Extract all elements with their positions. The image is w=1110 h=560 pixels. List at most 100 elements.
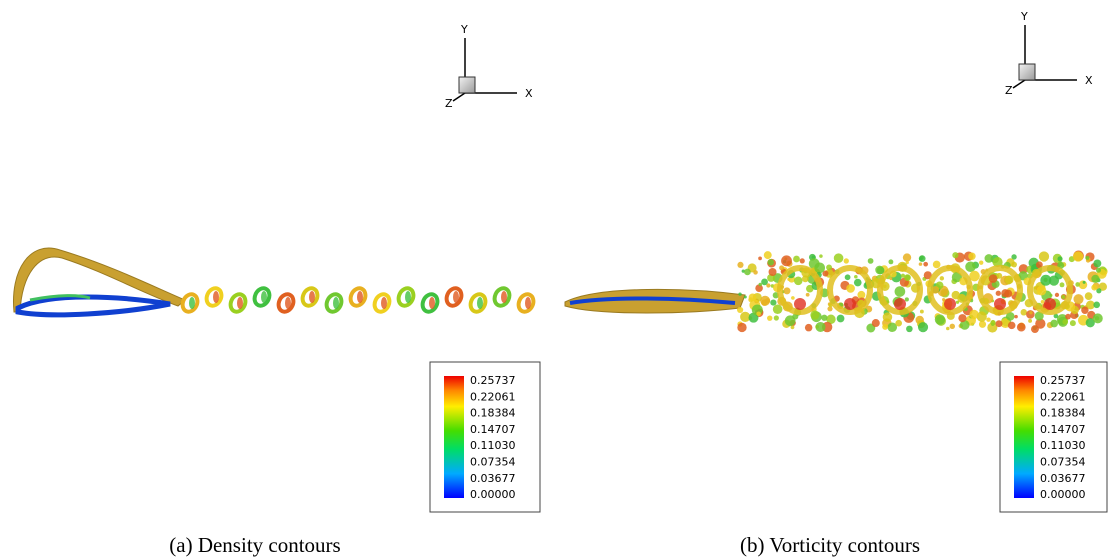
wake-blob (952, 291, 960, 299)
wake-blob (872, 319, 880, 327)
color-scale-label: 0.03677 (470, 472, 516, 485)
wake-blob (744, 269, 751, 276)
wake-blob (950, 324, 955, 329)
wake-blob (986, 317, 990, 321)
axis-cube (459, 77, 475, 93)
wake-blob (989, 274, 998, 283)
wake-blob (854, 275, 858, 279)
color-scale-label: 0.07354 (1040, 456, 1086, 469)
color-scale-label: 0.11030 (470, 439, 516, 452)
wake-blob (756, 311, 761, 316)
drawing: Y X Z 0.25737 0.22061 0.18384 0.14707 0.11030 0.… (13, 10, 1107, 557)
wake-blob (1055, 293, 1059, 297)
vortex-core (844, 298, 856, 310)
wake-blob (1031, 325, 1039, 333)
wake-blob (761, 278, 768, 285)
wake-blob (906, 326, 913, 333)
color-scale-label: 0.18384 (1040, 407, 1086, 420)
wake-blob (1060, 282, 1065, 287)
wake-blob (1028, 319, 1032, 323)
wake-blob (1008, 322, 1016, 330)
caption: (a) Density contours (169, 533, 340, 557)
wake-blob (793, 256, 800, 263)
wake-blob (968, 253, 975, 260)
wake-blob (918, 322, 928, 332)
wake-blob (1075, 282, 1080, 287)
axis-label: Y (460, 23, 468, 36)
color-scale (1014, 376, 1034, 498)
wake-blob (800, 258, 805, 263)
wake-blob (903, 253, 911, 261)
wake-blob (1061, 295, 1065, 299)
wake-blob (958, 314, 966, 322)
wake-blob (1083, 281, 1086, 284)
vortex-core (429, 297, 435, 309)
wake-blob (882, 324, 888, 330)
axis-label: Z (445, 97, 453, 110)
axis-label: Y (1020, 10, 1028, 23)
wake-blob (1093, 302, 1100, 309)
wake-blob (990, 320, 995, 325)
vortex-core (944, 298, 956, 310)
wake-blob (779, 265, 784, 270)
vortex-core (994, 298, 1006, 310)
vortex-core (333, 297, 339, 309)
wake-blob (979, 260, 983, 264)
wake-blob (1037, 286, 1047, 296)
wake-blob (1050, 320, 1058, 328)
color-scale-label: 0.03677 (1040, 472, 1086, 485)
wake-blob (769, 268, 777, 276)
wake-blob (773, 304, 783, 314)
wake-blob (895, 286, 906, 297)
wake-blob (737, 307, 743, 313)
wake-blob (979, 321, 986, 328)
wake-blob (819, 254, 823, 258)
wake-blob (875, 266, 884, 275)
wake-blob (1014, 315, 1018, 319)
airfoil (18, 297, 170, 315)
axis-label: X (1085, 74, 1093, 87)
wake-blob (787, 278, 790, 281)
vortex-core (453, 291, 459, 303)
wake-blob (923, 262, 928, 267)
vortex-core (894, 298, 906, 310)
vortex-core (237, 297, 243, 309)
wake-blob (996, 320, 1003, 327)
color-scale-label: 0.18384 (470, 407, 516, 420)
wake-blob (1096, 268, 1101, 273)
wake-blob (1001, 289, 1009, 297)
vortex-core (189, 297, 195, 309)
wake-blob (1033, 286, 1036, 289)
wake-blob (738, 292, 741, 295)
wake-blob (854, 279, 862, 287)
wake-blob (765, 298, 770, 303)
color-scale-label: 0.25737 (1040, 374, 1086, 387)
wake-blob (1091, 285, 1097, 291)
wake-blob (919, 258, 922, 261)
color-scale-label: 0.14707 (470, 423, 516, 436)
wake-blob (737, 262, 743, 268)
axis-z (453, 93, 465, 101)
wake-blob (810, 310, 819, 319)
color-scale-label: 0.22061 (470, 390, 516, 403)
axis-label: X (525, 87, 533, 100)
wake-blob (1081, 307, 1088, 314)
wake-blob (846, 284, 855, 293)
wake-blob (942, 298, 945, 301)
wake-blob (969, 310, 978, 319)
vortex-core (213, 291, 219, 303)
wake-blob (905, 297, 909, 301)
wake-blob (1073, 294, 1083, 304)
wake-blob (834, 253, 844, 263)
wake-blob (764, 251, 772, 259)
vortex-core (309, 291, 315, 303)
wake-blob (821, 315, 827, 321)
wake-blob (737, 323, 746, 332)
wake-blob (904, 274, 911, 281)
wake-blob (889, 277, 892, 280)
wake-blob (1041, 300, 1045, 304)
vortex-core (285, 297, 291, 309)
figure: Y X Z 0.25737 0.22061 0.18384 0.14707 0.11030 0.… (0, 0, 1110, 560)
wake-blob (794, 277, 803, 286)
color-scale-label: 0.14707 (1040, 423, 1086, 436)
